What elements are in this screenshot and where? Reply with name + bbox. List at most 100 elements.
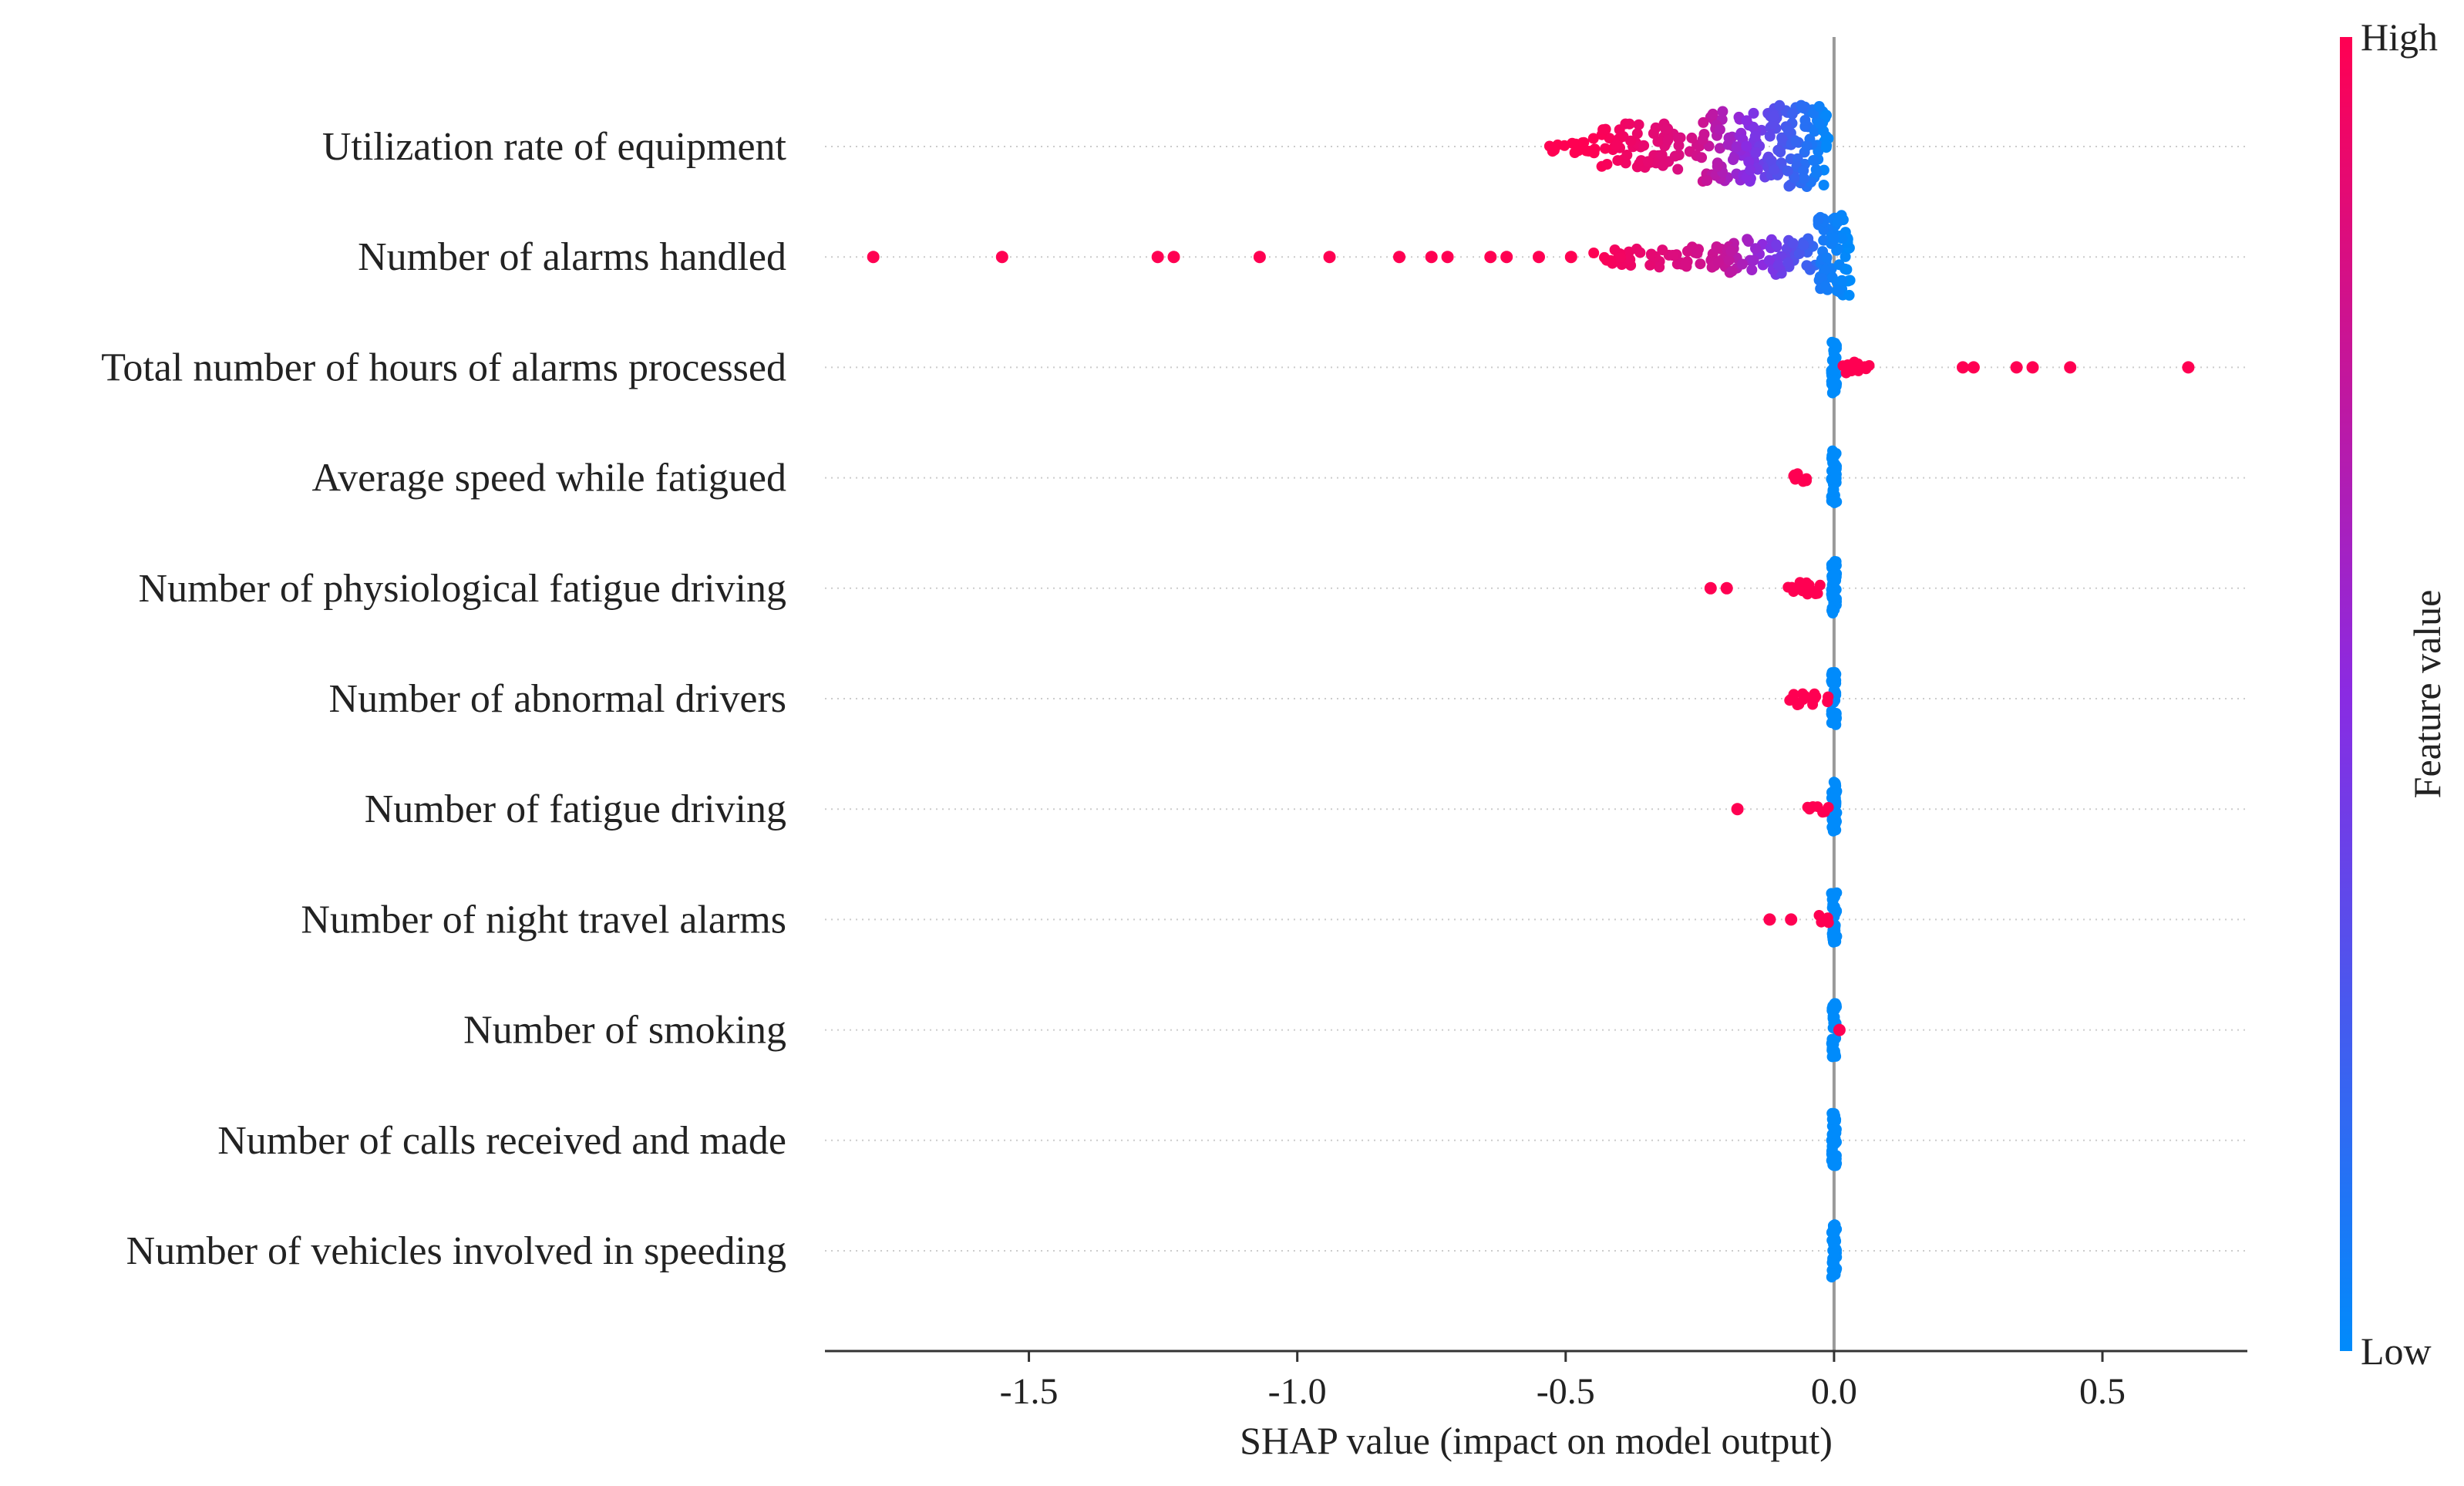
shap-point [1772, 260, 1784, 271]
shap-point [1841, 264, 1853, 275]
shap-point [1782, 165, 1793, 177]
shap-point [1686, 132, 1698, 143]
shap-point [1624, 118, 1635, 130]
shap-point [2026, 361, 2039, 374]
shap-point [1821, 252, 1833, 264]
shap-point [1768, 110, 1779, 122]
shap-point [1829, 1002, 1841, 1014]
shap-point [1801, 260, 1813, 271]
shap-point [1827, 1013, 1839, 1024]
x-tick-label: -1.5 [1000, 1371, 1059, 1412]
shap-point [1711, 242, 1722, 254]
shap-point [1425, 251, 1438, 264]
shap-point [1829, 1108, 1840, 1119]
shap-point [1823, 802, 1834, 813]
shap-point [1836, 233, 1848, 244]
shap-point [1707, 108, 1718, 120]
shap-point [1829, 591, 1840, 602]
shap-point [1769, 164, 1779, 176]
shap-point [1832, 217, 1843, 227]
shap-point [1731, 141, 1742, 153]
shap-point [1829, 232, 1840, 244]
colorbar-high-label: High [2361, 15, 2438, 59]
shap-point [1660, 124, 1671, 135]
shap-point [1564, 251, 1577, 264]
shap-point [1829, 1248, 1840, 1259]
shap-point [1484, 251, 1497, 264]
shap-point [1748, 254, 1759, 266]
shap-point [1818, 224, 1829, 236]
shap-point [1645, 248, 1657, 260]
shap-point [1725, 245, 1737, 257]
feature-labels: Utilization rate of equipment Number of a… [101, 125, 786, 1273]
shap-point [1803, 579, 1815, 591]
shap-point [1831, 496, 1843, 507]
shap-point [1831, 1137, 1842, 1147]
shap-point [1698, 116, 1709, 128]
feature-label: Number of physiological fatigue driving [139, 567, 786, 611]
shap-point [1830, 556, 1842, 568]
shap-point [1814, 579, 1826, 591]
shap-point [1829, 338, 1841, 349]
shap-point [1785, 913, 1798, 926]
x-tick-label: 0.5 [2079, 1371, 2126, 1412]
shap-point [1790, 136, 1802, 147]
shap-point [1798, 239, 1809, 251]
shap-point [1763, 913, 1776, 926]
colorbar-low-label: Low [2361, 1329, 2432, 1373]
shap-point [1853, 365, 1864, 376]
shap-point [1600, 143, 1611, 154]
feature-label: Number of fatigue driving [365, 787, 786, 831]
shap-point [1819, 281, 1831, 292]
shap-point [1786, 108, 1798, 120]
shap-point [867, 251, 880, 264]
shap-point [1714, 124, 1725, 136]
colorbar-gradient [2340, 37, 2352, 1351]
colorbar-title: Feature value [2405, 590, 2449, 799]
shap-point [2182, 361, 2195, 374]
shap-point [1698, 129, 1710, 140]
shap-point [1830, 448, 1842, 459]
shap-point [1808, 155, 1819, 166]
shap-point [1600, 123, 1611, 135]
shap-point [1704, 581, 1717, 595]
shap-point [1775, 147, 1786, 158]
shap-point [1799, 115, 1811, 126]
shap-point [1533, 251, 1545, 264]
shap-point [1588, 248, 1600, 258]
shap-point [1151, 251, 1164, 264]
shap-point [1799, 173, 1810, 184]
shap-point [1783, 180, 1795, 192]
row-gridlines [825, 146, 2247, 1252]
shap-point [1728, 154, 1739, 166]
shap-point [1793, 248, 1805, 259]
shap-point [1750, 147, 1762, 158]
x-tick-label: -0.5 [1537, 1371, 1595, 1412]
shap-point [1788, 689, 1799, 700]
shap-point [1829, 568, 1840, 580]
shap-point [1717, 106, 1729, 117]
shap-point [1441, 251, 1454, 264]
shap-point [1587, 133, 1599, 144]
shap-point [1840, 251, 1851, 262]
shap-point [1829, 465, 1841, 477]
shap-point [1691, 248, 1703, 259]
shap-point [1696, 152, 1708, 163]
shap-points [867, 99, 2195, 1283]
shap-point [1745, 164, 1756, 176]
shap-point [1789, 471, 1800, 483]
shap-point [1601, 159, 1613, 170]
shap-point [2064, 361, 2077, 374]
shap-point [1642, 156, 1654, 167]
shap-point [1843, 289, 1855, 301]
shap-point [1656, 150, 1668, 160]
shap-point [1809, 692, 1820, 704]
shap-point [1621, 150, 1633, 160]
shap-point [1764, 130, 1776, 142]
shap-point [1826, 605, 1837, 616]
shap-point [1624, 253, 1635, 265]
shap-point [1748, 107, 1759, 119]
shap-point [1741, 140, 1752, 152]
shap-point [1712, 160, 1723, 172]
